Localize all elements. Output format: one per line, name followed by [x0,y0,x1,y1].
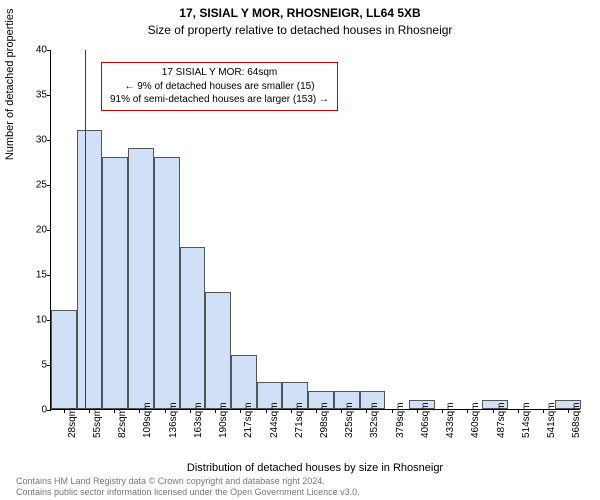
x-tick-label: 406sqm [420,402,431,438]
y-tick-label: 25 [21,180,47,191]
x-tick-label: 244sqm [269,402,280,438]
x-tick-mark [291,409,292,413]
plot: 17 SISIAL Y MOR: 64sqm← 9% of detached h… [50,50,580,410]
x-tick-mark [543,409,544,413]
y-axis-label: Number of detached properties [4,9,16,161]
x-tick-mark [366,409,367,413]
annotation-box: 17 SISIAL Y MOR: 64sqm← 9% of detached h… [101,62,338,111]
x-tick-label: 28sqm [67,408,78,438]
x-tick-mark [316,409,317,413]
chart-title-main: 17, SISIAL Y MOR, RHOSNEIGR, LL64 5XB [0,0,600,20]
histogram-bar [154,157,180,409]
histogram-bar [180,247,206,409]
y-tick-mark [47,410,51,411]
y-tick-label: 0 [21,405,47,416]
y-tick-label: 30 [21,135,47,146]
histogram-bar [231,355,257,409]
footer-line-1: Contains HM Land Registry data © Crown c… [16,476,360,487]
x-tick-label: 217sqm [243,402,254,438]
chart-area: 17 SISIAL Y MOR: 64sqm← 9% of detached h… [50,50,580,410]
y-tick-mark [47,95,51,96]
y-tick-mark [47,320,51,321]
histogram-bar [128,148,154,409]
y-tick-label: 10 [21,315,47,326]
x-tick-mark [89,409,90,413]
x-tick-mark [568,409,569,413]
x-tick-label: 298sqm [319,402,330,438]
property-marker-line [85,50,86,409]
y-tick-label: 5 [21,360,47,371]
x-tick-mark [240,409,241,413]
annotation-line: 91% of semi-detached houses are larger (… [110,93,329,107]
chart-title-sub: Size of property relative to detached ho… [0,20,600,37]
x-tick-mark [417,409,418,413]
x-tick-label: 352sqm [369,402,380,438]
x-tick-mark [64,409,65,413]
y-tick-label: 35 [21,90,47,101]
x-tick-mark [467,409,468,413]
x-tick-label: 379sqm [395,402,406,438]
x-tick-label: 487sqm [496,402,507,438]
x-tick-mark [114,409,115,413]
x-tick-mark [215,409,216,413]
footer-line-2: Contains public sector information licen… [16,487,360,498]
x-tick-label: 325sqm [344,402,355,438]
x-tick-mark [266,409,267,413]
y-tick-mark [47,185,51,186]
x-tick-label: 163sqm [193,402,204,438]
y-tick-label: 15 [21,270,47,281]
x-tick-mark [139,409,140,413]
x-tick-label: 541sqm [546,402,557,438]
y-tick-label: 40 [21,45,47,56]
histogram-bar [102,157,128,409]
x-tick-label: 271sqm [294,402,305,438]
histogram-bar [51,310,77,409]
x-tick-mark [190,409,191,413]
histogram-bar [77,130,103,409]
x-tick-label: 109sqm [142,402,153,438]
x-tick-label: 433sqm [445,402,456,438]
x-tick-label: 514sqm [521,402,532,438]
x-tick-mark [442,409,443,413]
x-tick-label: 568sqm [571,402,582,438]
footer-attribution: Contains HM Land Registry data © Crown c… [16,476,360,499]
y-tick-mark [47,140,51,141]
x-tick-label: 190sqm [218,402,229,438]
x-tick-mark [518,409,519,413]
y-tick-mark [47,365,51,366]
annotation-line: ← 9% of detached houses are smaller (15) [110,80,329,94]
y-tick-mark [47,230,51,231]
x-axis-label: Distribution of detached houses by size … [187,462,443,474]
annotation-line: 17 SISIAL Y MOR: 64sqm [110,66,329,80]
x-tick-mark [493,409,494,413]
y-tick-mark [47,275,51,276]
x-tick-mark [165,409,166,413]
y-tick-mark [47,50,51,51]
y-tick-label: 20 [21,225,47,236]
x-tick-label: 460sqm [470,402,481,438]
x-tick-mark [392,409,393,413]
histogram-bar [205,292,231,409]
x-tick-label: 55sqm [92,408,103,438]
x-tick-mark [341,409,342,413]
x-tick-label: 82sqm [117,408,128,438]
x-tick-label: 136sqm [168,402,179,438]
